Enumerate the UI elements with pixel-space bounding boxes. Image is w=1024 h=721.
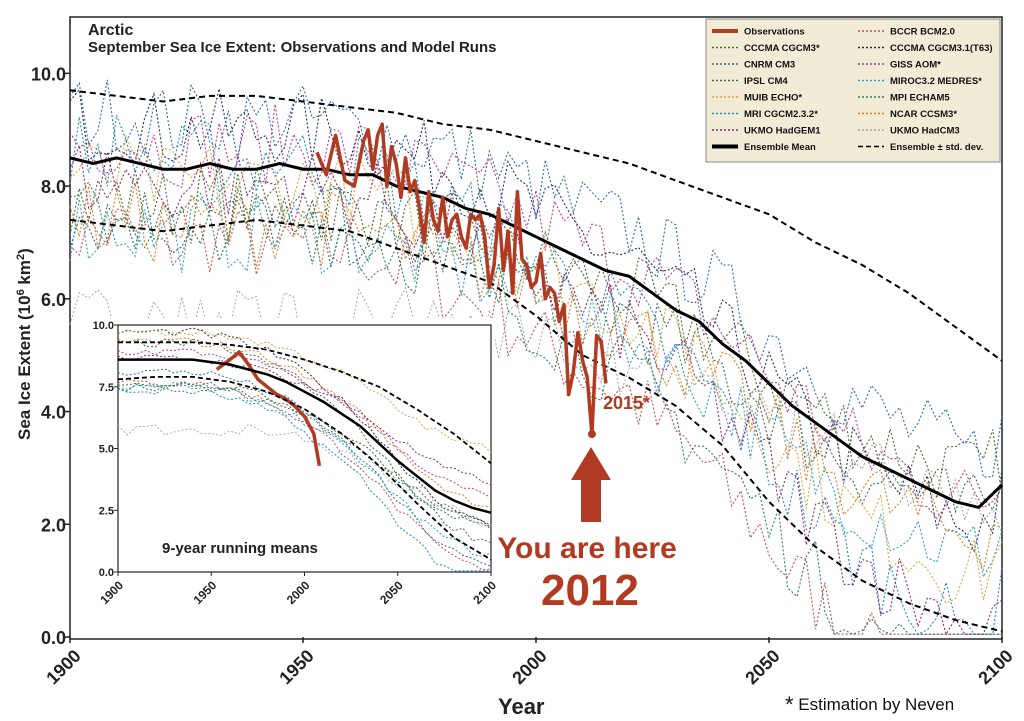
y-tick-label: 4.0 — [41, 403, 66, 423]
ensemble-std-line — [69, 89, 1003, 362]
footnote: * Estimation by Neven — [785, 692, 954, 718]
inset-model-line — [117, 338, 492, 544]
model-run-line — [69, 104, 1003, 520]
legend-entry: UKMO HadGEM1 — [744, 126, 821, 137]
inset-observations-line — [215, 349, 322, 467]
inset-y-tick-label: 0.0 — [99, 567, 114, 579]
inset-model-line — [117, 327, 492, 529]
inset-model-line — [117, 348, 492, 499]
x-tick-label: 2100 — [974, 646, 1016, 688]
model-runs — [69, 79, 1003, 636]
footnote-text: Estimation by Neven — [793, 695, 955, 714]
legend-entry: MPI ECHAM5 — [890, 93, 950, 104]
x-axis-label: Year — [498, 694, 545, 719]
legend-entry: NCAR CCSM3* — [890, 109, 957, 120]
x-tick-label: 2050 — [741, 646, 783, 688]
inset-model-line — [117, 328, 492, 453]
legend-entry: CCCMA CGCM3* — [744, 43, 820, 54]
legend-entry: BCCR BCM2.0 — [890, 27, 955, 38]
model-run-line — [69, 88, 1003, 553]
main-x-ticks: 1900 1950 2000 2050 2100 — [42, 637, 1017, 688]
inset-ensemble-std-line — [118, 341, 492, 465]
legend-entry: GISS AOM* — [890, 60, 941, 71]
observations-line — [590, 333, 608, 435]
observations-series — [315, 122, 608, 439]
model-run-line — [69, 203, 1002, 635]
model-run-line — [69, 182, 1003, 572]
x-tick-label: 1950 — [275, 646, 317, 688]
observations-line — [315, 122, 594, 435]
you-are-here-label: You are here — [497, 532, 677, 565]
legend-entry: MUIB ECHO* — [744, 93, 802, 104]
chart-title: Arctic — [88, 22, 133, 39]
legend: Observations BCCR BCM2.0 CCCMA CGCM3* CCCMA… — [705, 18, 1001, 163]
model-run-line — [69, 134, 1003, 604]
legend-entry: IPSL CM4 — [744, 76, 788, 87]
y-tick-label: 6.0 — [41, 290, 66, 310]
estimate-label: 2015* — [603, 393, 650, 413]
y-tick-label: 2.0 — [41, 515, 66, 535]
ensemble-std-line — [69, 218, 1003, 633]
legend-entry: MRI CGCM2.3.2* — [744, 109, 818, 120]
y-axis-label: Sea Ice Extent (106 km2) — [15, 248, 34, 440]
inset-model-line — [117, 378, 492, 571]
y-tick-label: 8.0 — [41, 177, 66, 197]
inset-model-line — [117, 368, 492, 567]
model-run-line — [69, 79, 1003, 478]
legend-entry: CNRM CM3 — [744, 60, 795, 71]
legend-entry: UKMO HadCM3 — [890, 126, 960, 137]
y-tick-label: 0.0 — [41, 628, 66, 648]
ensemble-lines — [69, 89, 1004, 633]
legend-entry: CCCMA CGCM3.1(T63) — [890, 43, 993, 54]
inset-title: 9-year running means — [162, 540, 318, 557]
x-tick-label: 2000 — [508, 646, 550, 688]
inset-y-tick-label: 7.5 — [99, 382, 114, 394]
model-run-line — [69, 143, 1003, 636]
inset-model-line — [117, 423, 492, 527]
legend-entry: Ensemble ± std. dev. — [890, 142, 983, 153]
model-run-line — [69, 166, 1003, 499]
inset-plot-area — [117, 324, 492, 573]
inset-y-tick-label: 10.0 — [93, 320, 114, 332]
chart-subtitle: September Sea Ice Extent: Observations a… — [88, 39, 496, 56]
legend-entry: Observations — [744, 27, 805, 38]
model-run-line — [69, 114, 1003, 635]
inset-ensemble-lines — [117, 341, 492, 561]
inset-ensemble-mean-line — [118, 358, 492, 514]
y-tick-label: 10.0 — [31, 64, 66, 84]
year-marker-label: 2012 — [541, 566, 639, 615]
inset-y-tick-label: 5.0 — [99, 444, 114, 456]
observation-2012-point — [587, 430, 596, 439]
x-tick-label: 1900 — [42, 646, 84, 688]
main-y-ticks: 0.0 2.0 4.0 6.0 8.0 10.0 — [31, 64, 70, 648]
ensemble-mean-line — [69, 156, 1004, 510]
legend-entry: Ensemble Mean — [744, 142, 816, 153]
inset-model-line — [117, 337, 492, 508]
inset-model-line — [117, 387, 491, 572]
legend-entry: MIROC3.2 MEDRES* — [890, 76, 982, 87]
inset-model-line — [117, 381, 492, 557]
inset-y-tick-label: 2.5 — [99, 505, 114, 517]
you-are-here-arrow — [571, 447, 611, 522]
inset-ensemble-std-line — [117, 375, 492, 561]
footnote-marker: * — [785, 692, 794, 717]
